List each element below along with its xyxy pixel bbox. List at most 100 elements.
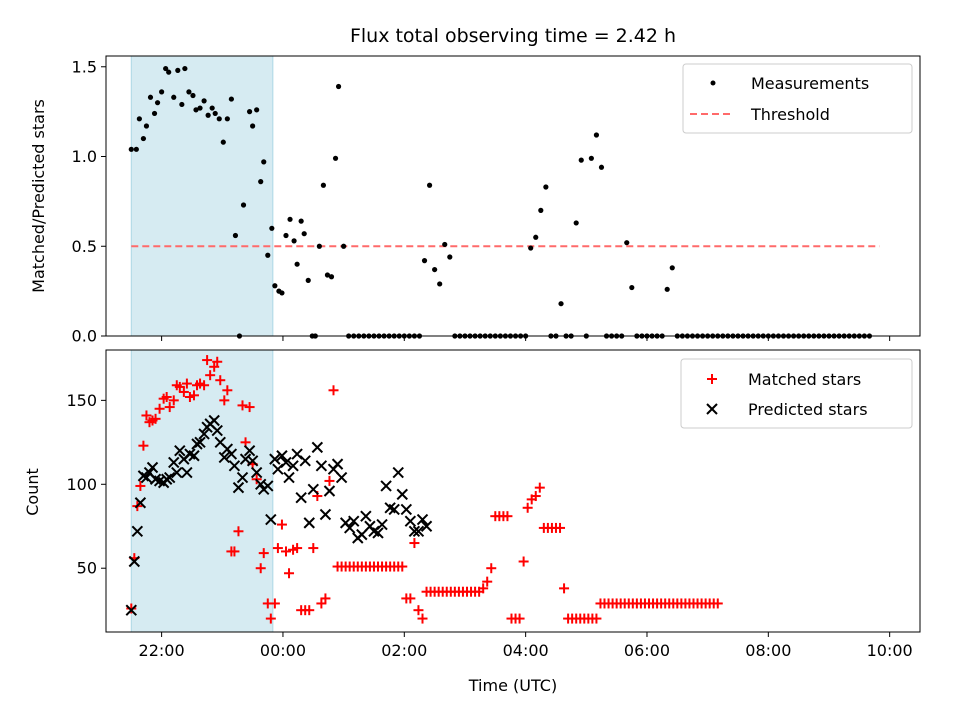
matched-star-point bbox=[555, 522, 566, 533]
matched-star-point bbox=[150, 413, 161, 424]
predicted-star-point bbox=[416, 513, 429, 526]
measurement-point bbox=[240, 202, 247, 208]
predicted-star-point bbox=[232, 481, 245, 494]
x-tick-label: 02:00 bbox=[381, 641, 427, 660]
measurement-point bbox=[212, 110, 218, 117]
predicted-star-point bbox=[128, 555, 141, 568]
matched-star-point bbox=[304, 605, 315, 616]
y-tick-label: 0.5 bbox=[72, 237, 97, 256]
measurement-point bbox=[426, 182, 433, 188]
matched-star-point bbox=[518, 556, 529, 567]
predicted-star-point bbox=[287, 460, 299, 472]
matched-star-point bbox=[209, 361, 220, 372]
predicted-star-point bbox=[218, 451, 231, 464]
y-tick-label: 150 bbox=[66, 391, 97, 410]
measurement-point bbox=[151, 110, 158, 117]
matched-star-point bbox=[478, 583, 489, 594]
legend-entry-measurements: Measurements bbox=[751, 74, 869, 93]
matched-star-point bbox=[284, 568, 295, 579]
measurement-point bbox=[209, 105, 215, 111]
measurement-point bbox=[320, 182, 327, 188]
measurement-point bbox=[573, 220, 579, 226]
matched-star-point bbox=[199, 380, 210, 391]
predicted-star-point bbox=[295, 492, 307, 504]
measurement-point bbox=[159, 89, 165, 95]
predicted-star-point bbox=[146, 461, 159, 474]
measurement-point bbox=[447, 254, 453, 260]
matched-star-point bbox=[486, 563, 497, 574]
y-tick-label: 1.5 bbox=[72, 57, 97, 76]
measurement-point bbox=[629, 284, 635, 291]
measurement-point bbox=[664, 286, 670, 292]
matched-star-point bbox=[154, 403, 165, 414]
predicted-star-point bbox=[283, 471, 295, 484]
matched-star-point bbox=[522, 502, 533, 513]
measurement-point bbox=[301, 231, 307, 237]
measurement-point bbox=[133, 146, 139, 152]
predicted-star-point bbox=[311, 441, 324, 454]
predicted-star-point bbox=[380, 480, 392, 492]
predicted-star-point bbox=[236, 471, 249, 484]
matched-star-point bbox=[417, 613, 428, 624]
predicted-star-point bbox=[211, 424, 223, 437]
matched-star-point bbox=[591, 613, 602, 624]
matched-star-point bbox=[272, 543, 283, 554]
measurement-point bbox=[543, 184, 549, 190]
measurement-point bbox=[669, 265, 675, 271]
top-shaded-interval bbox=[130, 55, 274, 337]
top-legend: Measurements Threshold bbox=[682, 63, 913, 134]
measurement-point bbox=[291, 238, 297, 244]
y-tick-label: 1.0 bbox=[72, 147, 97, 166]
measurement-point bbox=[166, 69, 172, 75]
matched-star-point bbox=[126, 603, 137, 614]
matched-star-point bbox=[141, 410, 152, 421]
matched-star-point bbox=[265, 613, 276, 624]
predicted-star-point bbox=[392, 466, 404, 479]
measurement-point bbox=[147, 94, 154, 100]
predicted-star-point bbox=[198, 428, 210, 440]
top-legend-box bbox=[682, 63, 913, 134]
matched-star-point bbox=[258, 548, 269, 559]
measurement-point bbox=[182, 65, 188, 72]
predicted-star-point bbox=[250, 466, 263, 479]
matched-star-point bbox=[534, 482, 545, 493]
top-plot-frame bbox=[105, 55, 921, 337]
measurement-point bbox=[624, 240, 630, 246]
measurement-point bbox=[598, 164, 605, 170]
matched-star-point bbox=[212, 356, 223, 367]
predicted-star-point bbox=[372, 527, 384, 539]
matched-star-point bbox=[164, 402, 175, 413]
bottom-legend: Matched stars Predicted stars bbox=[680, 358, 913, 429]
predicted-star-point bbox=[348, 515, 360, 527]
matched-star-point bbox=[215, 375, 226, 386]
predicted-star-point bbox=[225, 448, 238, 460]
predicted-star-point bbox=[174, 445, 186, 457]
predicted-star-point bbox=[181, 466, 193, 479]
predicted-star-point bbox=[307, 483, 319, 496]
measurement-point bbox=[128, 146, 134, 152]
legend-marker-predicted bbox=[706, 403, 718, 415]
measurement-point bbox=[201, 98, 207, 104]
measurement-point bbox=[250, 123, 256, 129]
measurement-point bbox=[528, 245, 534, 251]
predicted-star-point bbox=[246, 455, 259, 467]
predicted-star-point bbox=[188, 450, 200, 462]
matched-star-point bbox=[316, 598, 327, 609]
matched-star-point bbox=[205, 370, 216, 381]
measurement-point bbox=[224, 116, 230, 122]
measurement-point bbox=[421, 258, 428, 264]
predicted-star-point bbox=[280, 456, 292, 469]
matched-star-point bbox=[308, 543, 319, 554]
predicted-star-point bbox=[412, 525, 425, 537]
bottom-plot-frame bbox=[105, 349, 921, 633]
predicted-star-point bbox=[194, 436, 206, 449]
predicted-star-point bbox=[262, 480, 274, 492]
measurement-point bbox=[171, 94, 177, 100]
matched-star-point bbox=[181, 378, 192, 389]
measurement-point bbox=[283, 232, 289, 239]
x-tick-label: 04:00 bbox=[503, 641, 549, 660]
measurement-point bbox=[228, 96, 234, 102]
predicted-star-point bbox=[315, 460, 328, 472]
measurement-point bbox=[533, 234, 539, 240]
measurement-point bbox=[246, 109, 253, 115]
